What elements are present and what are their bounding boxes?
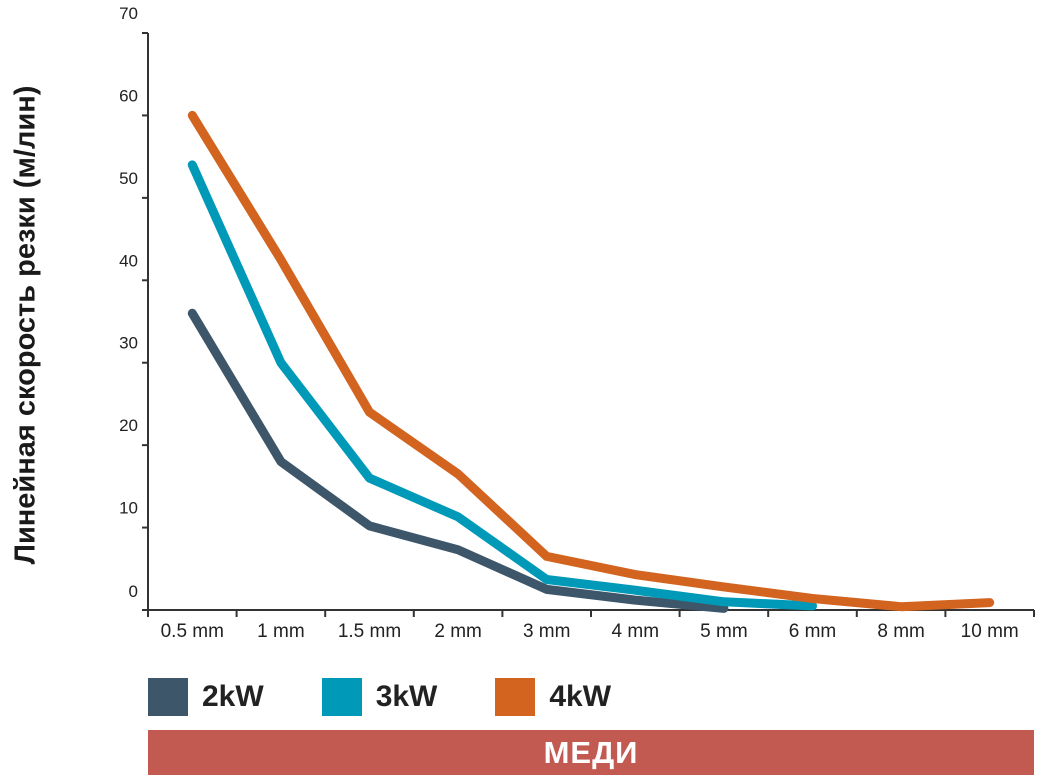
material-banner: МЕДИ xyxy=(148,730,1034,775)
y-tick-label: 10 xyxy=(119,499,138,518)
legend-label-2kw: 2kW xyxy=(202,680,264,713)
legend-swatch-2kw xyxy=(148,678,188,716)
y-tick-label: 20 xyxy=(119,416,138,435)
y-tick-label: 40 xyxy=(119,251,138,270)
legend-label-3kw: 3kW xyxy=(375,680,438,713)
series-line-2kw xyxy=(187,308,729,613)
x-tick-label: 6 mm xyxy=(789,621,837,642)
y-axis-label-container: Линейная скорость резки (м/лин) xyxy=(0,0,52,640)
x-axis-ticks: 0.5 mm 1 mm 1.5 mm 2 mm 3 mm 4 mm 5 mm 6 mm 8 mm… xyxy=(147,610,1035,642)
x-tick-label: 5 mm xyxy=(700,621,748,642)
legend-swatch-4kw xyxy=(495,678,536,716)
y-axis-ticks: 0 10 20 30 40 50 60 70 xyxy=(119,4,148,611)
x-tick-label: 8 mm xyxy=(877,621,925,642)
legend-item-3kw: 3kW xyxy=(321,678,438,716)
y-tick-label: 70 xyxy=(119,4,138,23)
series-line-4kw xyxy=(187,110,995,612)
legend-swatch-3kw xyxy=(321,678,362,716)
legend-label-4kw: 4kW xyxy=(549,680,612,713)
y-tick-label: 50 xyxy=(119,169,138,188)
legend-item-2kw: 2kW xyxy=(148,678,264,716)
legend-item-4kw: 4kW xyxy=(495,678,611,716)
y-axis-label: Линейная скорость резки (м/лин) xyxy=(9,85,42,565)
y-tick-label: 30 xyxy=(119,334,138,353)
y-tick-label: 60 xyxy=(119,86,138,105)
x-tick-label: 3 mm xyxy=(523,621,571,642)
y-tick-label: 0 xyxy=(129,582,138,601)
x-tick-label: 0.5 mm xyxy=(161,621,224,642)
legend: 2kW 3kW 4kW xyxy=(148,677,669,717)
series-line-3kw xyxy=(187,160,817,611)
x-tick-label: 10 mm xyxy=(961,621,1019,642)
x-tick-label: 1 mm xyxy=(257,621,305,642)
series-lines xyxy=(187,110,995,613)
x-tick-label: 2 mm xyxy=(434,621,482,642)
line-chart: 0 10 20 30 40 50 60 70 0.5 mm 1 mm 1.5 mm 2 mm 3 mm… xyxy=(119,4,1035,642)
x-tick-label: 4 mm xyxy=(612,621,660,642)
x-tick-label: 1.5 mm xyxy=(338,621,401,642)
